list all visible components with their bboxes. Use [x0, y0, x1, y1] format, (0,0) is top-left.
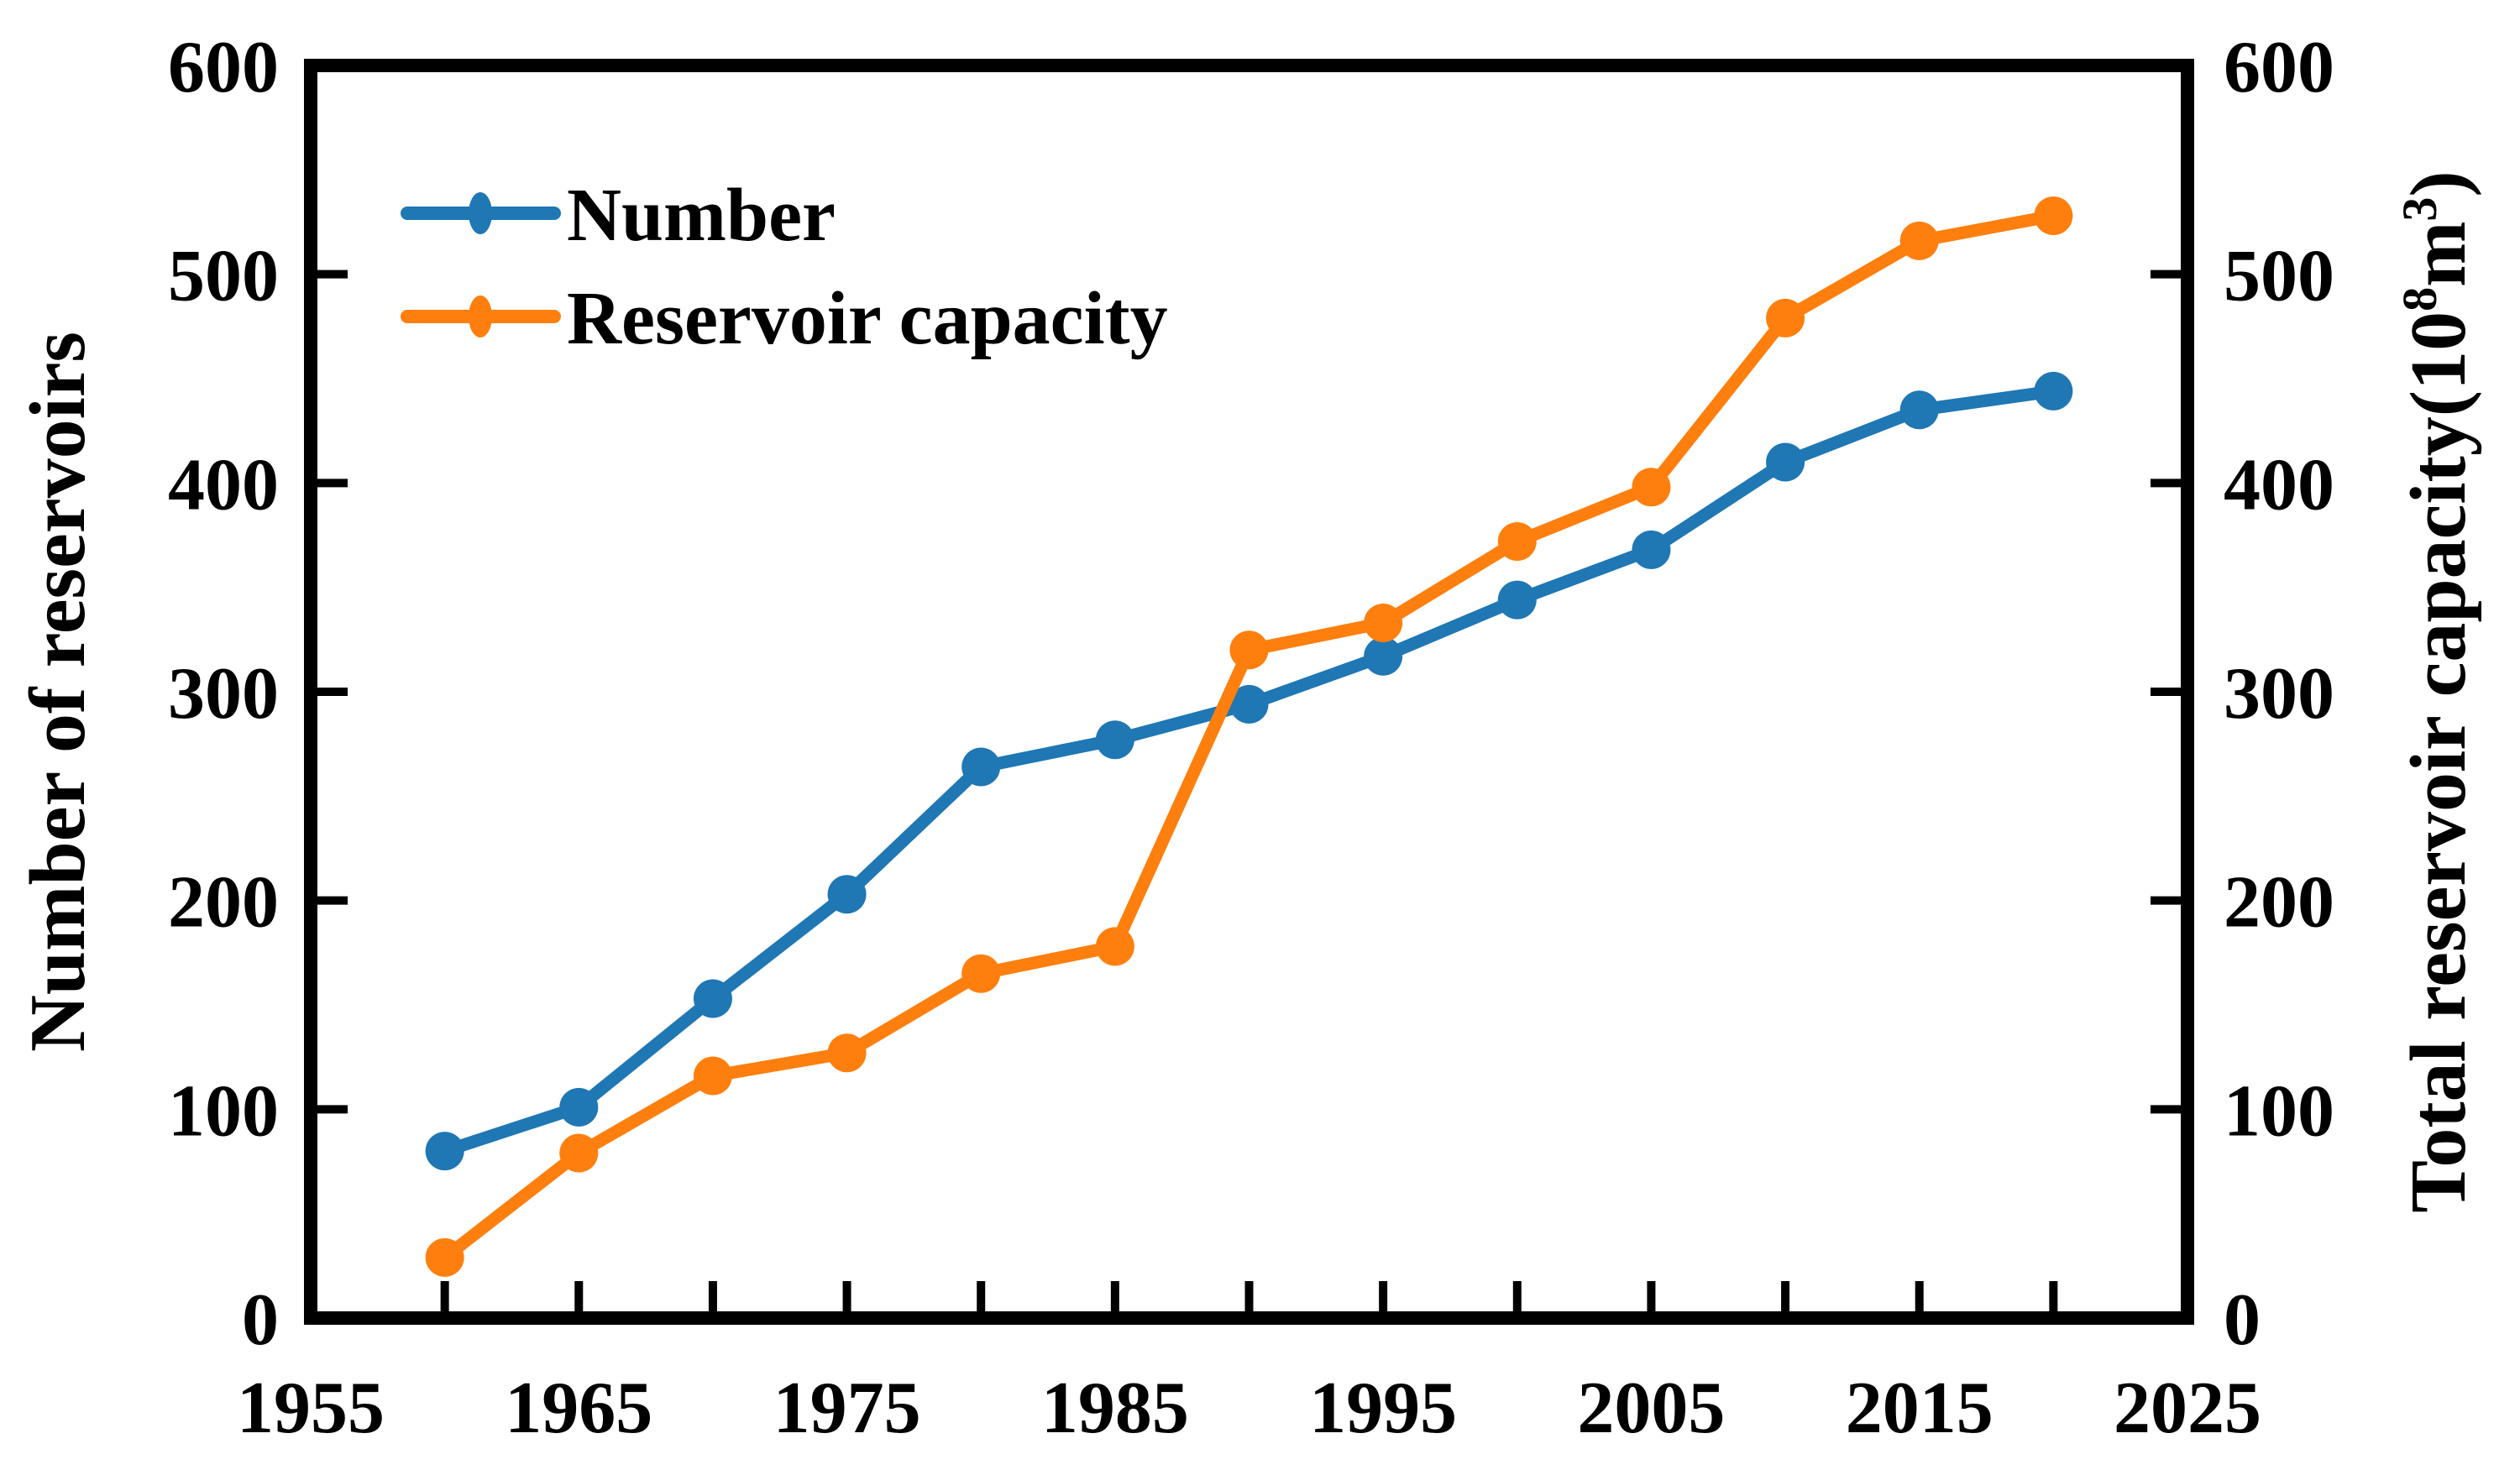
left-tick-label: 600: [168, 27, 279, 108]
x-axis-labels: 1955 1965 1975 1985 1995 2005 2015 2025: [237, 1368, 2261, 1449]
data-point-number: [961, 747, 1001, 787]
x-tick-label: 2005: [1577, 1368, 1725, 1449]
data-point-reservoir-capacity: [693, 1056, 732, 1096]
series-line-reservoir-capacity: [438, 209, 2060, 1264]
left-axis-ticks: [311, 269, 348, 1114]
legend-item-number: Number: [401, 174, 836, 257]
x-axis-ticks: [440, 1281, 2058, 1318]
data-point-number: [1095, 720, 1134, 760]
series-line-number: [438, 385, 2060, 1158]
right-tick-label: 400: [2224, 444, 2334, 526]
data-point-number: [1364, 636, 1403, 676]
right-tick-label: 0: [2224, 1279, 2261, 1361]
data-point-number: [1899, 390, 1939, 430]
left-tick-label: 0: [242, 1279, 279, 1361]
data-point-reservoir-capacity: [1766, 298, 1805, 337]
legend-marker-number: [469, 192, 492, 234]
right-tick-label: 100: [2224, 1070, 2334, 1152]
right-tick-label: 200: [2224, 862, 2334, 944]
data-point-reservoir-capacity: [1497, 521, 1537, 561]
data-point-reservoir-capacity: [425, 1237, 464, 1277]
data-point-number: [559, 1087, 599, 1127]
data-point-number: [1497, 580, 1537, 620]
right-axis-title: Total reservoir capacity(108m3): [2392, 170, 2482, 1212]
x-tick-label: 2015: [1846, 1368, 1993, 1449]
data-point-number: [1632, 530, 1671, 569]
right-tick-label: 300: [2224, 653, 2334, 735]
x-tick-label: 1995: [1309, 1368, 1457, 1449]
right-axis-title-part: Total reservoir capacity(10: [2395, 311, 2482, 1213]
x-tick-label: 2025: [2114, 1368, 2261, 1449]
legend-item-reservoir-capacity: Reservoir capacity: [401, 277, 1168, 360]
data-point-reservoir-capacity: [1364, 603, 1403, 642]
data-point-reservoir-capacity: [961, 954, 1001, 993]
left-tick-label: 300: [168, 653, 279, 735]
series-reservoir-capacity: [425, 196, 2073, 1277]
axis-titles: Number of reservoirs Total reservoir capa…: [14, 170, 2482, 1212]
data-point-number: [827, 875, 867, 914]
right-tick-label: 600: [2224, 27, 2334, 108]
left-tick-label: 500: [168, 236, 279, 317]
data-point-number: [693, 979, 732, 1018]
legend: Number Reservoir capacity: [401, 174, 1168, 360]
series-number: [425, 371, 2073, 1171]
right-tick-label: 500: [2224, 236, 2334, 317]
x-tick-label: 1985: [1041, 1368, 1189, 1449]
left-axis-title: Number of reservoirs: [14, 332, 102, 1052]
data-point-reservoir-capacity: [1899, 221, 1939, 260]
left-axis-labels: 0 100 200 300 400 500 600: [168, 27, 279, 1361]
data-point-reservoir-capacity: [559, 1133, 599, 1173]
right-axis-ticks: [2151, 269, 2187, 1114]
data-point-number: [2034, 371, 2073, 411]
data-point-reservoir-capacity: [827, 1033, 867, 1073]
left-tick-label: 200: [168, 862, 279, 944]
right-axis-title-part: m: [2395, 222, 2482, 287]
right-axis-title-superscript: 3: [2392, 197, 2447, 222]
data-point-reservoir-capacity: [1095, 927, 1134, 966]
right-axis-labels: 0 100 200 300 400 500 600: [2224, 27, 2334, 1361]
data-point-reservoir-capacity: [1229, 630, 1269, 670]
legend-label-number: Number: [567, 174, 836, 257]
x-tick-label: 1975: [773, 1368, 921, 1449]
legend-label-reservoir-capacity: Reservoir capacity: [567, 277, 1168, 360]
legend-marker-reservoir-capacity: [469, 296, 492, 337]
data-point-number: [1766, 442, 1805, 482]
right-axis-title-part: ): [2395, 170, 2482, 196]
data-point-number: [1229, 684, 1269, 724]
data-point-number: [425, 1132, 464, 1171]
data-point-reservoir-capacity: [2034, 196, 2073, 236]
data-point-reservoir-capacity: [1632, 468, 1671, 507]
x-tick-label: 1965: [505, 1368, 652, 1449]
left-tick-label: 400: [168, 444, 279, 526]
right-axis-title-superscript: 8: [2392, 287, 2447, 311]
left-tick-label: 100: [168, 1070, 279, 1152]
series-container: [425, 196, 2073, 1277]
x-tick-label: 1955: [237, 1368, 385, 1449]
